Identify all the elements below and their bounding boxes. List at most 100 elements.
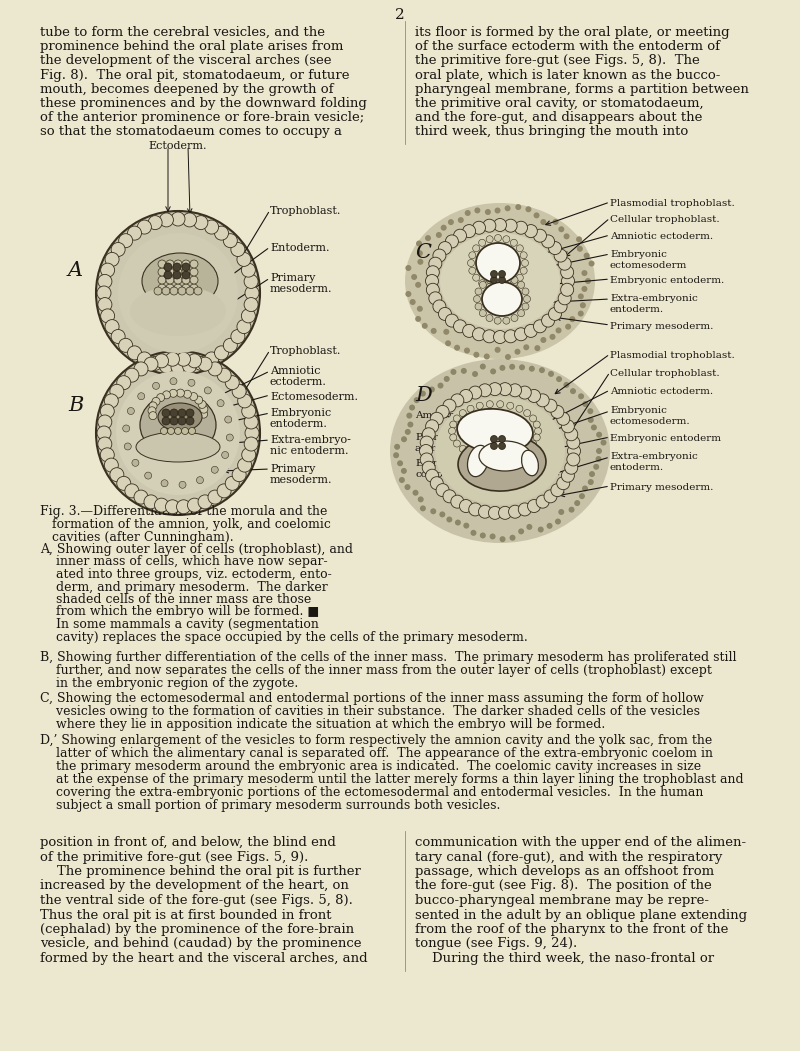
Circle shape — [429, 387, 435, 392]
Text: During the third week, the naso-frontal or: During the third week, the naso-frontal … — [415, 952, 714, 965]
Circle shape — [580, 303, 586, 308]
Circle shape — [198, 400, 206, 409]
Circle shape — [544, 490, 557, 502]
Circle shape — [105, 252, 119, 266]
Text: the development of the visceral arches (see: the development of the visceral arches (… — [40, 55, 331, 67]
Circle shape — [567, 436, 580, 449]
Circle shape — [242, 405, 256, 418]
Text: the ventral side of the fore-gut (see Figs. 5, 8).: the ventral side of the fore-gut (see Fi… — [40, 894, 353, 907]
Circle shape — [418, 496, 424, 502]
Text: pharyngeal membrane, forms a partition between: pharyngeal membrane, forms a partition b… — [415, 83, 749, 96]
Circle shape — [426, 469, 438, 482]
Circle shape — [405, 429, 410, 435]
Text: entoderm.: entoderm. — [270, 419, 328, 429]
Circle shape — [125, 483, 139, 498]
Circle shape — [450, 421, 457, 428]
Circle shape — [406, 265, 411, 271]
Circle shape — [494, 207, 501, 213]
Circle shape — [469, 386, 482, 399]
Circle shape — [490, 435, 498, 442]
Circle shape — [190, 260, 198, 268]
Circle shape — [231, 330, 245, 344]
Circle shape — [124, 442, 131, 450]
Text: Embryonic: Embryonic — [610, 250, 667, 259]
Circle shape — [138, 393, 145, 399]
Circle shape — [208, 362, 222, 376]
Text: at the expense of the primary mesoderm until the latter merely forms a thin laye: at the expense of the primary mesoderm u… — [40, 772, 744, 786]
Circle shape — [225, 416, 232, 424]
Circle shape — [484, 353, 490, 359]
Circle shape — [467, 450, 474, 457]
Circle shape — [588, 417, 594, 423]
Circle shape — [174, 428, 182, 434]
Circle shape — [490, 369, 496, 374]
Text: position in front of, and below, the blind end: position in front of, and below, the bli… — [40, 836, 336, 849]
Circle shape — [194, 215, 208, 229]
Circle shape — [505, 354, 511, 360]
Text: Trophoblast.: Trophoblast. — [270, 346, 342, 356]
Circle shape — [415, 282, 421, 288]
Circle shape — [579, 493, 585, 499]
Circle shape — [178, 287, 186, 295]
Circle shape — [520, 252, 527, 259]
Circle shape — [483, 330, 496, 343]
Circle shape — [96, 211, 260, 375]
Circle shape — [438, 383, 443, 389]
Text: tary canal (fore-gut), and with the respiratory: tary canal (fore-gut), and with the resp… — [415, 850, 722, 864]
Circle shape — [542, 235, 554, 248]
Circle shape — [238, 394, 252, 408]
Circle shape — [551, 406, 564, 418]
Circle shape — [506, 403, 514, 409]
Circle shape — [555, 518, 561, 524]
Circle shape — [429, 292, 442, 305]
Circle shape — [503, 274, 510, 281]
Circle shape — [464, 348, 470, 353]
Circle shape — [173, 271, 181, 279]
Text: A, Showing outer layer of cells (trophoblast), and: A, Showing outer layer of cells (trophob… — [40, 543, 353, 556]
Circle shape — [182, 359, 197, 373]
Circle shape — [134, 362, 148, 376]
Circle shape — [416, 241, 422, 247]
Circle shape — [582, 401, 588, 407]
Text: vesicle, and behind (caudad) by the prominence: vesicle, and behind (caudad) by the prom… — [40, 937, 362, 950]
Circle shape — [100, 448, 114, 461]
Text: mouth, becomes deepened by the growth of: mouth, becomes deepened by the growth of — [40, 83, 334, 96]
Circle shape — [189, 428, 195, 434]
Text: entoderm.: entoderm. — [610, 463, 664, 472]
Circle shape — [214, 226, 229, 240]
Ellipse shape — [479, 441, 531, 471]
Text: mesoderm.: mesoderm. — [270, 475, 333, 485]
Circle shape — [226, 434, 234, 441]
Circle shape — [433, 300, 446, 313]
Circle shape — [145, 472, 152, 479]
Circle shape — [204, 387, 211, 394]
Text: (cephalad) by the prominence of the fore-brain: (cephalad) by the prominence of the fore… — [40, 923, 354, 936]
Circle shape — [475, 303, 482, 310]
Circle shape — [475, 288, 482, 295]
Circle shape — [244, 415, 258, 429]
Circle shape — [101, 309, 114, 323]
Circle shape — [485, 209, 491, 215]
Circle shape — [584, 252, 590, 259]
Circle shape — [170, 409, 178, 417]
Circle shape — [498, 442, 506, 450]
Text: cavities (after Cunningham).: cavities (after Cunningham). — [52, 531, 234, 544]
Circle shape — [198, 357, 212, 371]
Circle shape — [186, 417, 194, 425]
Circle shape — [515, 204, 522, 210]
Text: Cellular trophoblast.: Cellular trophoblast. — [610, 215, 720, 224]
Circle shape — [242, 448, 256, 461]
Circle shape — [574, 500, 580, 507]
Circle shape — [182, 428, 189, 434]
Circle shape — [449, 428, 455, 434]
Circle shape — [222, 452, 229, 458]
Circle shape — [208, 490, 222, 504]
Circle shape — [536, 394, 549, 407]
Circle shape — [162, 391, 170, 398]
Text: D,’ Showing enlargement of the vesicles to form respectively the amnion cavity a: D,’ Showing enlargement of the vesicles … — [40, 734, 712, 747]
Circle shape — [467, 260, 474, 267]
Text: nic entoderm.: nic entoderm. — [270, 446, 349, 456]
Text: the primary mesoderm around the embryonic area is indicated.  The coelomic cavit: the primary mesoderm around the embryoni… — [40, 760, 701, 772]
Circle shape — [164, 271, 172, 279]
Circle shape — [226, 476, 239, 491]
